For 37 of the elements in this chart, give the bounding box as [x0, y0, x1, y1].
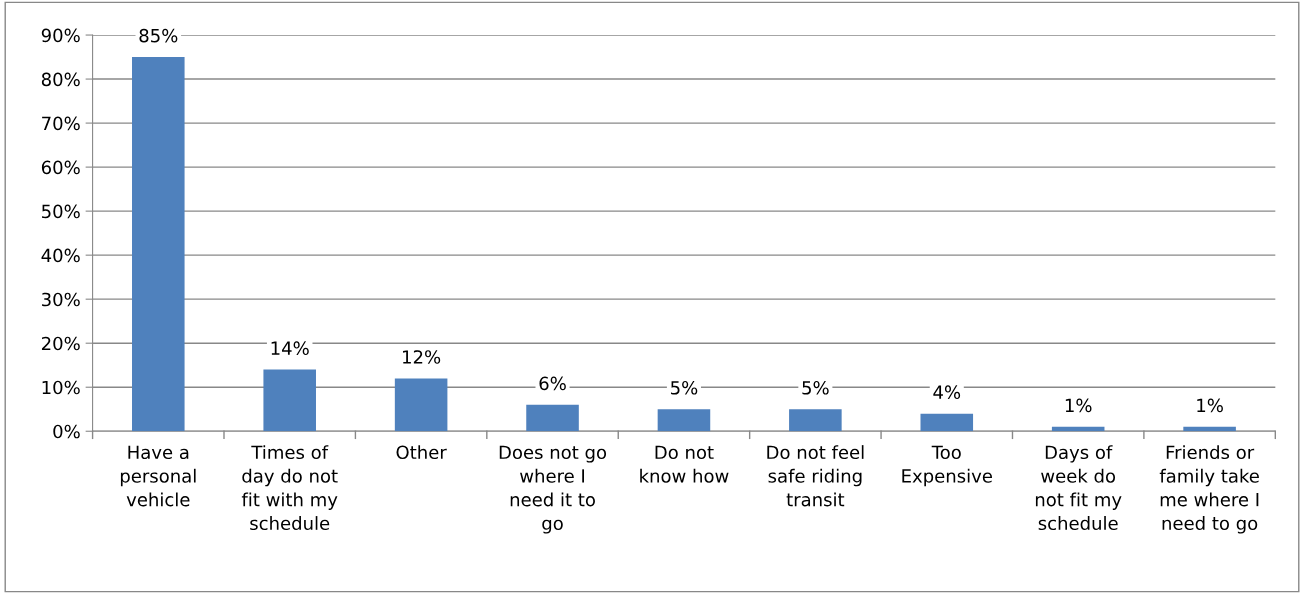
data-label: 14%	[271, 341, 309, 355]
bar	[263, 369, 316, 432]
x-tick-label: Too Expensive	[902, 445, 992, 487]
x-tick-label: Friends or family take me where I need to go	[1159, 445, 1259, 534]
data-label: 4%	[933, 385, 961, 400]
data-label: 6%	[539, 376, 566, 391]
data-label: 5%	[671, 380, 698, 395]
x-tick-label: Does not go where I need it to go	[499, 445, 607, 534]
x-tick-label: Do not know how	[640, 445, 729, 483]
y-tick-label: 0%	[53, 424, 80, 439]
data-label: 5%	[802, 380, 829, 395]
bar	[789, 409, 842, 432]
y-tick-label: 70%	[42, 116, 80, 131]
bar	[1183, 426, 1236, 432]
x-tick-label: Have a personal vehicle	[120, 445, 196, 507]
bar	[394, 378, 448, 432]
data-label: 1%	[1197, 398, 1223, 413]
y-tick-label: 80%	[41, 72, 80, 87]
data-label: 85%	[139, 28, 178, 43]
bar	[1051, 426, 1105, 432]
bar	[526, 404, 579, 432]
y-tick-label: 20%	[41, 336, 80, 351]
x-tick-label: Times of day do not fit with my schedule	[241, 445, 338, 531]
x-tick-label: Days of week do not fit my schedule	[1035, 445, 1122, 531]
y-tick-label: 50%	[42, 204, 80, 219]
x-tick-label: Do not feel safe riding transit	[767, 445, 864, 507]
bar	[920, 413, 974, 432]
x-tick-label: Other	[396, 445, 447, 460]
bar	[132, 57, 185, 432]
data-label: 12%	[403, 350, 441, 364]
y-tick-label: 30%	[42, 292, 80, 307]
y-tick-label: 40%	[41, 248, 80, 263]
y-tick-label: 60%	[41, 160, 80, 175]
y-tick-label: 90%	[41, 28, 80, 43]
data-label: 1%	[1065, 398, 1092, 413]
y-tick-label: 10%	[42, 380, 80, 395]
bar	[657, 409, 711, 432]
